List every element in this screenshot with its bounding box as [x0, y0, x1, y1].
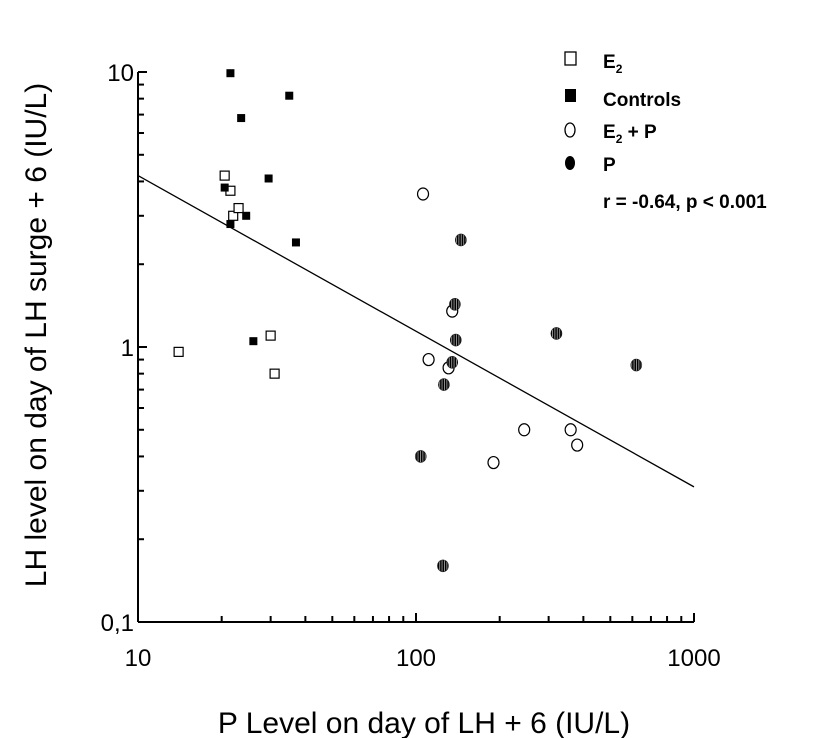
tick-labels: 10 100 1000 0,1 1 10: [101, 60, 721, 672]
data-point-hatched-circle: [438, 378, 450, 391]
legend: E2 Controls E2 + P P r = -0.64, p < 0.00…: [564, 51, 767, 213]
legend-marker-e2: [564, 51, 577, 66]
legend-label-p: P: [603, 155, 616, 176]
data-point-hatched-circle: [414, 450, 427, 463]
data-point-open-circle: [416, 187, 430, 201]
data-point-hatched-circle: [449, 333, 462, 347]
data-point-open-square: [265, 330, 276, 341]
x-tick-label: 10: [125, 645, 152, 672]
legend-label-e2: E2: [603, 52, 623, 76]
data-point-filled-square: [237, 114, 246, 123]
legend-label-e2p-rest: + P: [622, 122, 657, 143]
data-point-filled-square: [249, 337, 258, 346]
data-point-open-circle: [571, 438, 584, 452]
correlation-annotation: r = -0.64, p < 0.001: [603, 192, 767, 213]
legend-label-e2-main: E: [603, 52, 616, 73]
x-axis-title: P Level on day of LH + 6 (IU/L): [218, 707, 630, 738]
data-point-open-circle: [487, 455, 500, 470]
data-point-filled-square: [285, 91, 294, 100]
data-point-filled-square: [264, 174, 273, 183]
legend-label-e2p-main: E: [603, 122, 616, 143]
data-point-open-square: [269, 368, 280, 379]
legend-marker-p: [565, 156, 575, 170]
data-point-hatched-circle: [437, 559, 449, 573]
legend-marker-controls: [565, 89, 576, 102]
legend-label-e2p: E2 + P: [603, 122, 657, 146]
data-point-open-circle: [564, 423, 577, 437]
axis-ticks: [137, 71, 695, 623]
legend-marker-e2p: [564, 122, 576, 138]
y-tick-label: 0,1: [101, 610, 134, 637]
regression-line: [137, 175, 695, 488]
data-point-filled-square: [226, 220, 235, 229]
data-point-open-square: [173, 346, 184, 357]
x-tick-label: 1000: [667, 645, 720, 672]
data-point-hatched-circle: [630, 358, 643, 372]
y-axis-title: LH level on day of LH surge + 6 (IU/L): [20, 83, 53, 587]
y-tick-label: 10: [107, 60, 134, 87]
data-point-filled-square: [226, 69, 235, 78]
x-tick-label: 100: [396, 645, 436, 672]
data-point-hatched-circle: [550, 327, 563, 340]
data-points: [173, 69, 643, 573]
legend-label-e2p-sub: 2: [616, 132, 623, 146]
data-point-hatched-circle: [449, 297, 461, 311]
data-point-hatched-circle: [455, 233, 467, 247]
data-point-hatched-circle: [446, 355, 459, 369]
data-point-filled-square: [220, 183, 229, 192]
data-point-filled-square: [242, 211, 251, 220]
data-point-open-square: [233, 202, 244, 214]
legend-label-e2-sub: 2: [616, 62, 623, 76]
data-point-open-square: [219, 170, 230, 181]
data-point-open-circle: [518, 423, 531, 437]
y-tick-label: 1: [121, 335, 134, 362]
data-point-open-circle: [422, 352, 435, 367]
data-point-filled-square: [291, 238, 300, 247]
legend-label-controls: Controls: [603, 90, 681, 111]
